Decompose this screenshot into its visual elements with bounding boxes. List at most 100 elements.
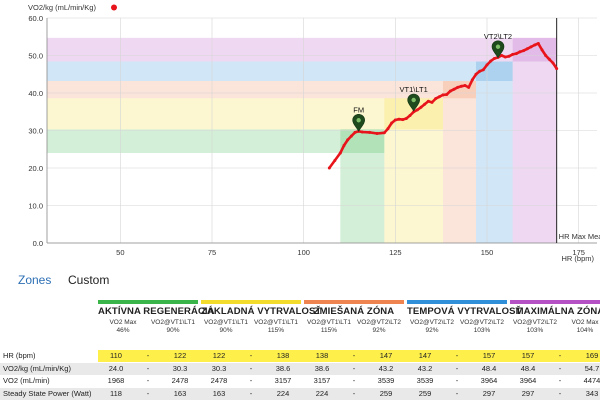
- threshold-marker-label: VT1\LT1: [400, 85, 428, 94]
- cell-to: 3964: [480, 376, 498, 385]
- data-point: [393, 118, 397, 122]
- threshold-marker-dot: [411, 97, 416, 103]
- threshold-marker-dot: [495, 44, 501, 49]
- threshold-marker-dot: [356, 118, 361, 123]
- zone-range-start-percent: 46%: [116, 327, 130, 334]
- data-point: [390, 121, 394, 125]
- data-point: [368, 130, 372, 134]
- data-point: [470, 78, 474, 82]
- y-tick-label: 10.0: [28, 202, 43, 211]
- threshold-marker-pin: [491, 40, 505, 59]
- data-point: [551, 61, 555, 65]
- zone-header: MAXIMÁLNA ZÓNA VO2@VT2\LT2 103% VO2 Max 104%: [510, 300, 600, 340]
- zone-header: ZÁKLADNÁ VYTRVALOSŤ VO2@VT1\LT1 90% VO2@VT1…: [201, 300, 322, 340]
- data-point: [514, 52, 518, 56]
- data-point: [452, 87, 456, 91]
- view-tabs: Zones Custom: [0, 273, 600, 293]
- cell-to: 43.2: [378, 363, 394, 373]
- tab-zones[interactable]: Zones: [18, 273, 52, 287]
- cell-dash: -: [146, 363, 150, 373]
- cell-from: 3157: [313, 376, 331, 385]
- data-point: [333, 159, 337, 162]
- cell-to: 224: [276, 388, 290, 398]
- zone-title: ZMIEŠANÁ ZÓNA: [313, 306, 395, 317]
- zone-band-vertical: [476, 61, 513, 243]
- data-point: [338, 151, 342, 155]
- cell-to: 54.7: [584, 363, 600, 373]
- zone-band-vertical: [384, 98, 443, 243]
- row-highlight: [98, 350, 600, 362]
- zones-table: AKTÍVNA REGENERÁCIA VO2 Max 46% VO2@VT1\LT1…: [0, 300, 600, 400]
- cell-dash: -: [146, 376, 150, 385]
- cell-from: 157: [521, 351, 535, 360]
- cell-to: 3157: [274, 376, 292, 385]
- zone-title: ZÁKLADNÁ VYTRVALOSŤ: [201, 306, 322, 317]
- cell-dash: -: [558, 363, 562, 373]
- zone-color-bar: [304, 300, 404, 304]
- x-tick-label: 175: [572, 248, 585, 257]
- y-tick-label: 60.0: [28, 14, 43, 23]
- cell-to: 48.4: [481, 363, 497, 373]
- x-tick-label: 100: [297, 248, 310, 257]
- row-label: HR (bpm): [3, 351, 36, 360]
- zone-range-end: VO2@VT2\LT2 92%: [354, 319, 404, 335]
- data-point: [412, 110, 416, 114]
- cell-dash: -: [352, 351, 356, 360]
- zone-range-start: VO2@VT1\LT1 115%: [304, 319, 354, 335]
- data-point: [404, 117, 408, 120]
- data-point: [489, 59, 493, 63]
- cell-from: 147: [418, 351, 432, 360]
- zone-header: ZMIEŠANÁ ZÓNA VO2@VT1\LT1 115% VO2@VT2\LT2 9…: [304, 300, 404, 340]
- cell-to: 122: [173, 351, 187, 360]
- data-point: [481, 68, 485, 72]
- cell-dash: -: [455, 376, 459, 385]
- zone-range-start: VO2@VT1\LT1 90%: [201, 319, 251, 335]
- zone-range-end-basis: VO2@VT2\LT2: [356, 319, 402, 326]
- data-point: [459, 84, 463, 88]
- y-tick-label: 40.0: [28, 89, 43, 98]
- cell-to: 169: [585, 351, 599, 360]
- vo2-hr-chart: 0.0 10.0 20.0 30.0 40.0 50.0 60.0 50 75 100 125 150…: [28, 3, 600, 263]
- cell-from: 3964: [519, 376, 537, 385]
- zone-range-start: VO2@VT2\LT2 103%: [510, 319, 560, 335]
- zone-range-end: VO2@VT1\LT1 115%: [251, 319, 301, 335]
- row-label: Steady State Power (Watt): [3, 388, 92, 398]
- cell-dash: -: [146, 388, 150, 398]
- zone-range-start: VO2 Max 46%: [98, 319, 148, 335]
- zone-band-horizontal: [47, 61, 513, 81]
- cell-dash: -: [455, 388, 459, 398]
- cell-from: 38.6: [314, 363, 330, 373]
- x-tick-label: 75: [208, 248, 216, 257]
- zone-band-horizontal: [47, 98, 443, 130]
- cell-dash: -: [455, 363, 459, 373]
- data-point: [430, 100, 434, 104]
- cell-from: 118: [110, 388, 122, 398]
- x-tick-label: 50: [116, 248, 124, 257]
- data-point: [437, 95, 441, 99]
- data-point: [397, 117, 401, 121]
- data-point: [426, 99, 430, 103]
- zone-range-end: VO2@VT2\LT2 103%: [457, 319, 507, 335]
- threshold-marker-pin: [352, 113, 365, 132]
- x-tick-label: 125: [389, 248, 402, 257]
- data-point: [474, 72, 478, 76]
- cell-from: 110: [110, 351, 122, 360]
- data-point: [342, 144, 346, 147]
- data-point: [401, 118, 405, 122]
- cell-from: 2478: [210, 376, 228, 385]
- data-point: [375, 132, 379, 135]
- cell-dash: -: [352, 388, 356, 398]
- cell-from: 259: [418, 388, 432, 398]
- cell-dash: -: [146, 351, 150, 360]
- cell-to: 4474: [583, 376, 600, 385]
- cell-to: 2478: [171, 376, 189, 385]
- cell-from: 43.2: [417, 363, 433, 373]
- zone-header: AKTÍVNA REGENERÁCIA VO2 Max 46% VO2@VT1\LT1…: [98, 300, 215, 340]
- zone-range-end-percent: 104%: [576, 327, 594, 334]
- y-tick-label: 50.0: [28, 52, 43, 61]
- data-point: [441, 93, 445, 97]
- data-point: [555, 67, 559, 71]
- data-point: [448, 89, 452, 93]
- tab-custom[interactable]: Custom: [68, 273, 110, 287]
- zone-title: AKTÍVNA REGENERÁCIA: [98, 306, 215, 317]
